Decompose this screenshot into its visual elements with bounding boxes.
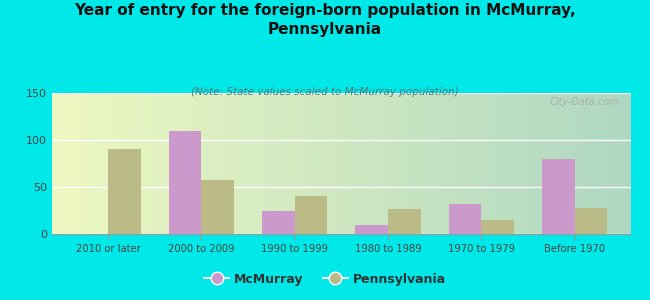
Bar	[168, 130, 202, 234]
Legend: McMurray, Pennsylvania: McMurray, Pennsylvania	[200, 268, 450, 291]
Bar	[294, 196, 327, 234]
Bar	[108, 149, 140, 234]
Text: City-Data.com: City-Data.com	[549, 97, 619, 107]
Text: (Note: State values scaled to McMurray population): (Note: State values scaled to McMurray p…	[191, 87, 459, 97]
Bar	[575, 208, 607, 234]
Text: Year of entry for the foreign-born population in McMurray,
Pennsylvania: Year of entry for the foreign-born popul…	[74, 3, 576, 37]
Bar	[481, 220, 514, 234]
Bar	[262, 211, 294, 234]
Bar	[388, 208, 421, 234]
Bar	[356, 225, 388, 234]
Bar	[542, 159, 575, 234]
Bar	[448, 204, 481, 234]
Bar	[202, 180, 234, 234]
